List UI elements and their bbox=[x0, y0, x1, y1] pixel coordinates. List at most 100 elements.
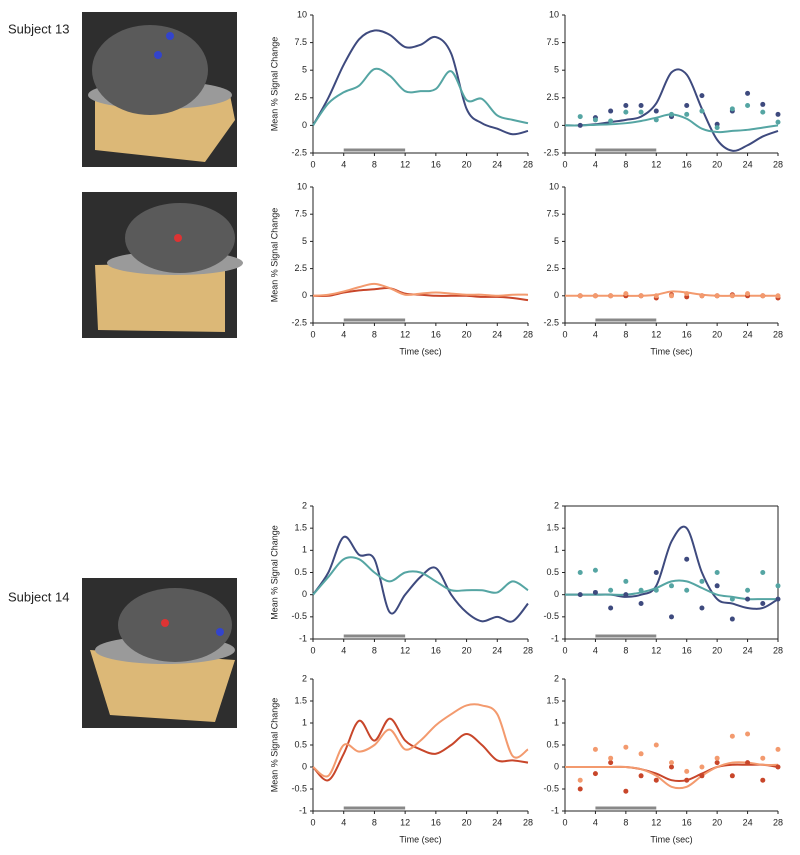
x-tick-label: 0 bbox=[562, 817, 567, 827]
y-tick-label: 0 bbox=[302, 290, 307, 300]
y-tick-label: 0 bbox=[302, 761, 307, 771]
data-point bbox=[699, 578, 705, 584]
x-tick-label: 20 bbox=[462, 159, 472, 169]
data-point bbox=[699, 605, 705, 611]
x-tick-label: 8 bbox=[372, 329, 377, 339]
data-line bbox=[564, 68, 779, 152]
y-tick-label: 7.5 bbox=[546, 37, 559, 47]
data-point bbox=[684, 587, 690, 593]
data-point bbox=[623, 291, 629, 297]
data-point bbox=[669, 760, 674, 766]
x-axis-label: Time (sec) bbox=[650, 834, 692, 844]
data-point bbox=[714, 570, 720, 575]
data-point bbox=[608, 755, 614, 761]
y-tick-label: 1 bbox=[302, 717, 307, 727]
x-axis-label: Time (sec) bbox=[399, 346, 441, 356]
x-tick-label: 8 bbox=[623, 329, 628, 339]
data-line bbox=[312, 286, 529, 302]
y-tick-label: -2.5 bbox=[543, 147, 559, 157]
data-line bbox=[564, 525, 779, 610]
y-tick-label: 1 bbox=[554, 717, 559, 727]
data-point bbox=[729, 293, 735, 299]
x-tick-label: 20 bbox=[462, 329, 472, 339]
x-tick-label: 28 bbox=[773, 329, 783, 339]
x-tick-label: 0 bbox=[562, 159, 567, 169]
data-point bbox=[714, 755, 720, 761]
y-tick-label: -1 bbox=[299, 633, 307, 643]
data-point bbox=[775, 119, 781, 125]
data-line bbox=[312, 282, 529, 297]
y-tick-label: 2.5 bbox=[294, 263, 307, 273]
y-tick-label: -2.5 bbox=[543, 317, 559, 327]
x-tick-label: 20 bbox=[462, 817, 472, 827]
y-tick-label: 2.5 bbox=[546, 92, 559, 102]
x-axis-label: Time (sec) bbox=[650, 346, 692, 356]
x-tick-label: 20 bbox=[462, 645, 472, 655]
data-point bbox=[608, 108, 614, 114]
x-tick-label: 4 bbox=[341, 645, 346, 655]
y-tick-label: 2.5 bbox=[546, 263, 559, 273]
y-tick-label: 2 bbox=[302, 673, 307, 683]
x-tick-label: 12 bbox=[400, 817, 410, 827]
data-point bbox=[623, 578, 629, 584]
data-point bbox=[638, 109, 644, 115]
data-point bbox=[653, 777, 659, 783]
y-axis-label: Mean % Signal Change bbox=[269, 208, 279, 303]
data-point bbox=[729, 596, 735, 602]
y-tick-label: 5 bbox=[554, 65, 559, 75]
x-tick-label: 12 bbox=[651, 817, 661, 827]
x-tick-label: 12 bbox=[651, 329, 661, 339]
y-tick-label: 0 bbox=[554, 290, 559, 300]
data-point bbox=[775, 583, 781, 589]
y-tick-label: 0.5 bbox=[546, 739, 559, 749]
data-point bbox=[653, 293, 659, 299]
data-point bbox=[745, 103, 751, 109]
data-point bbox=[638, 103, 644, 109]
y-tick-label: 5 bbox=[302, 65, 307, 75]
x-tick-label: 20 bbox=[712, 159, 722, 169]
y-tick-label: 1.5 bbox=[546, 523, 559, 533]
data-point bbox=[592, 589, 598, 595]
x-tick-label: 28 bbox=[773, 645, 783, 655]
data-line bbox=[564, 579, 778, 601]
data-point bbox=[608, 118, 614, 124]
data-point bbox=[638, 773, 644, 779]
x-tick-label: 24 bbox=[743, 329, 753, 339]
data-point bbox=[638, 751, 644, 757]
brain-image bbox=[82, 192, 243, 338]
x-tick-label: 16 bbox=[682, 645, 692, 655]
data-point bbox=[775, 746, 781, 752]
data-point bbox=[592, 771, 598, 777]
data-point bbox=[684, 777, 690, 783]
x-tick-label: 4 bbox=[593, 817, 598, 827]
y-tick-label: 5 bbox=[302, 236, 307, 246]
x-tick-label: 0 bbox=[310, 329, 315, 339]
data-point bbox=[714, 293, 720, 299]
y-tick-label: -2.5 bbox=[291, 147, 307, 157]
data-point bbox=[729, 106, 735, 112]
data-point bbox=[760, 101, 766, 107]
data-point bbox=[684, 103, 690, 109]
x-tick-label: 4 bbox=[341, 817, 346, 827]
data-line bbox=[312, 67, 529, 126]
y-tick-label: -1 bbox=[299, 805, 307, 815]
y-tick-label: 1.5 bbox=[294, 523, 307, 533]
data-point bbox=[760, 570, 766, 575]
y-tick-label: 0.5 bbox=[294, 567, 307, 577]
x-tick-label: 20 bbox=[712, 645, 722, 655]
x-tick-label: 12 bbox=[400, 329, 410, 339]
x-tick-label: 24 bbox=[492, 329, 502, 339]
data-point bbox=[608, 587, 614, 593]
data-point bbox=[745, 90, 751, 96]
data-point bbox=[729, 616, 735, 622]
data-line bbox=[312, 703, 529, 778]
data-point bbox=[623, 744, 629, 750]
x-tick-label: 24 bbox=[743, 159, 753, 169]
data-point bbox=[577, 122, 583, 128]
x-tick-label: 0 bbox=[310, 159, 315, 169]
data-point bbox=[760, 601, 766, 607]
x-tick-label: 24 bbox=[743, 817, 753, 827]
y-axis-label: Mean % Signal Change bbox=[269, 37, 279, 132]
x-tick-label: 0 bbox=[562, 329, 567, 339]
